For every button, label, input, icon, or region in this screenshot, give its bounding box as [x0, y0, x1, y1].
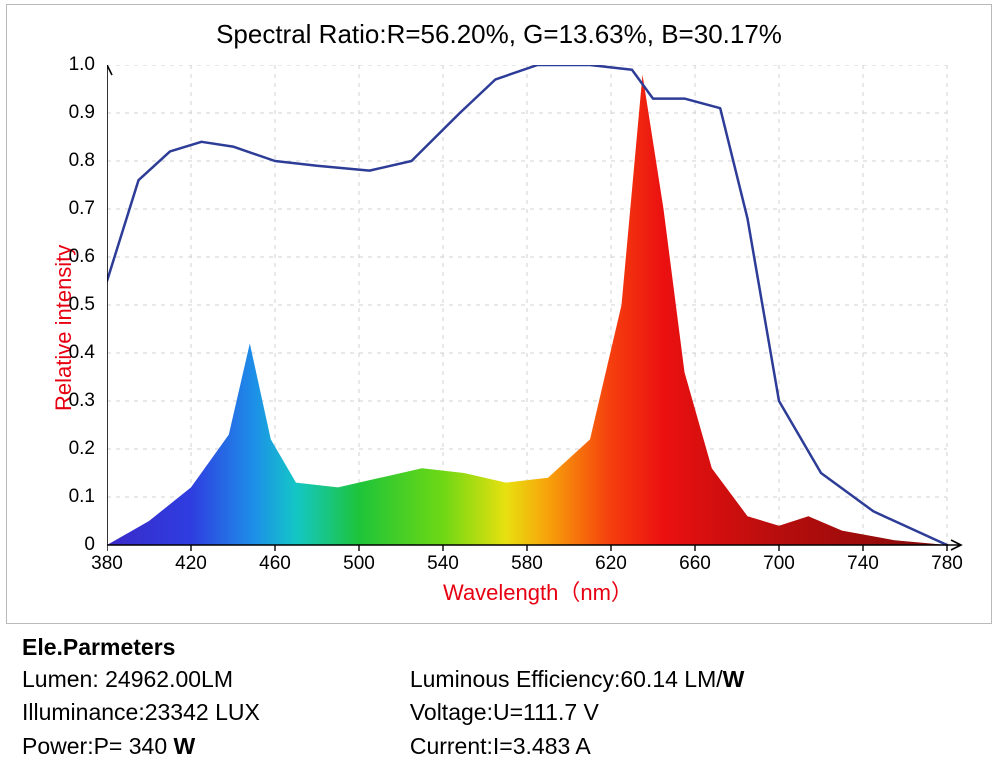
x-axis-label: Wavelength（nm） — [443, 575, 633, 607]
parameters-col-right: Luminous Efficiency:60.14 LM/WVoltage:U=… — [410, 663, 745, 763]
y-tick-label: 0.7 — [69, 198, 95, 220]
y-tick-label: 0.4 — [69, 342, 95, 364]
y-axis-label: Relative intensity — [51, 244, 77, 410]
y-tick-label: 0.9 — [69, 102, 95, 124]
parameters-col-left: Lumen: 24962.00LMIlluminance:23342 LUXPo… — [22, 663, 260, 763]
page: Spectral Ratio:R=56.20%, G=13.63%, B=30.… — [0, 0, 1000, 766]
chart-svg — [107, 65, 977, 565]
x-tick-label: 540 — [427, 553, 459, 575]
y-tick-label: 0.8 — [69, 150, 95, 172]
x-tick-label: 500 — [343, 553, 375, 575]
x-tick-label: 660 — [679, 553, 711, 575]
y-tick-label: 0.2 — [69, 438, 95, 460]
parameters-heading: Ele.Parmeters — [22, 634, 744, 661]
x-tick-label: 780 — [931, 553, 963, 575]
x-tick-label: 380 — [91, 553, 123, 575]
x-tick-label: 580 — [511, 553, 543, 575]
y-tick-label: 0.5 — [69, 294, 95, 316]
chart-frame: Spectral Ratio:R=56.20%, G=13.63%, B=30.… — [6, 4, 992, 624]
y-tick-label: 0.3 — [69, 390, 95, 412]
y-tick-label: 0.1 — [69, 486, 95, 508]
x-tick-label: 620 — [595, 553, 627, 575]
parameter-row: Luminous Efficiency:60.14 LM/W — [410, 663, 745, 696]
parameter-row: Illuminance:23342 LUX — [22, 696, 260, 729]
x-tick-label: 420 — [175, 553, 207, 575]
x-tick-label: 740 — [847, 553, 879, 575]
x-tick-label: 700 — [763, 553, 795, 575]
parameter-row: Power:P= 340 W — [22, 730, 260, 763]
parameter-row: Lumen: 24962.00LM — [22, 663, 260, 696]
y-tick-label: 0.6 — [69, 246, 95, 268]
y-tick-label: 0 — [84, 534, 95, 556]
electrical-parameters: Ele.Parmeters Lumen: 24962.00LMIlluminan… — [22, 634, 744, 763]
parameter-row: Current:I=3.483 A — [410, 730, 745, 763]
parameter-row: Voltage:U=111.7 V — [410, 696, 745, 729]
x-tick-label: 460 — [259, 553, 291, 575]
y-tick-label: 1.0 — [69, 54, 95, 76]
chart-title: Spectral Ratio:R=56.20%, G=13.63%, B=30.… — [7, 19, 991, 50]
